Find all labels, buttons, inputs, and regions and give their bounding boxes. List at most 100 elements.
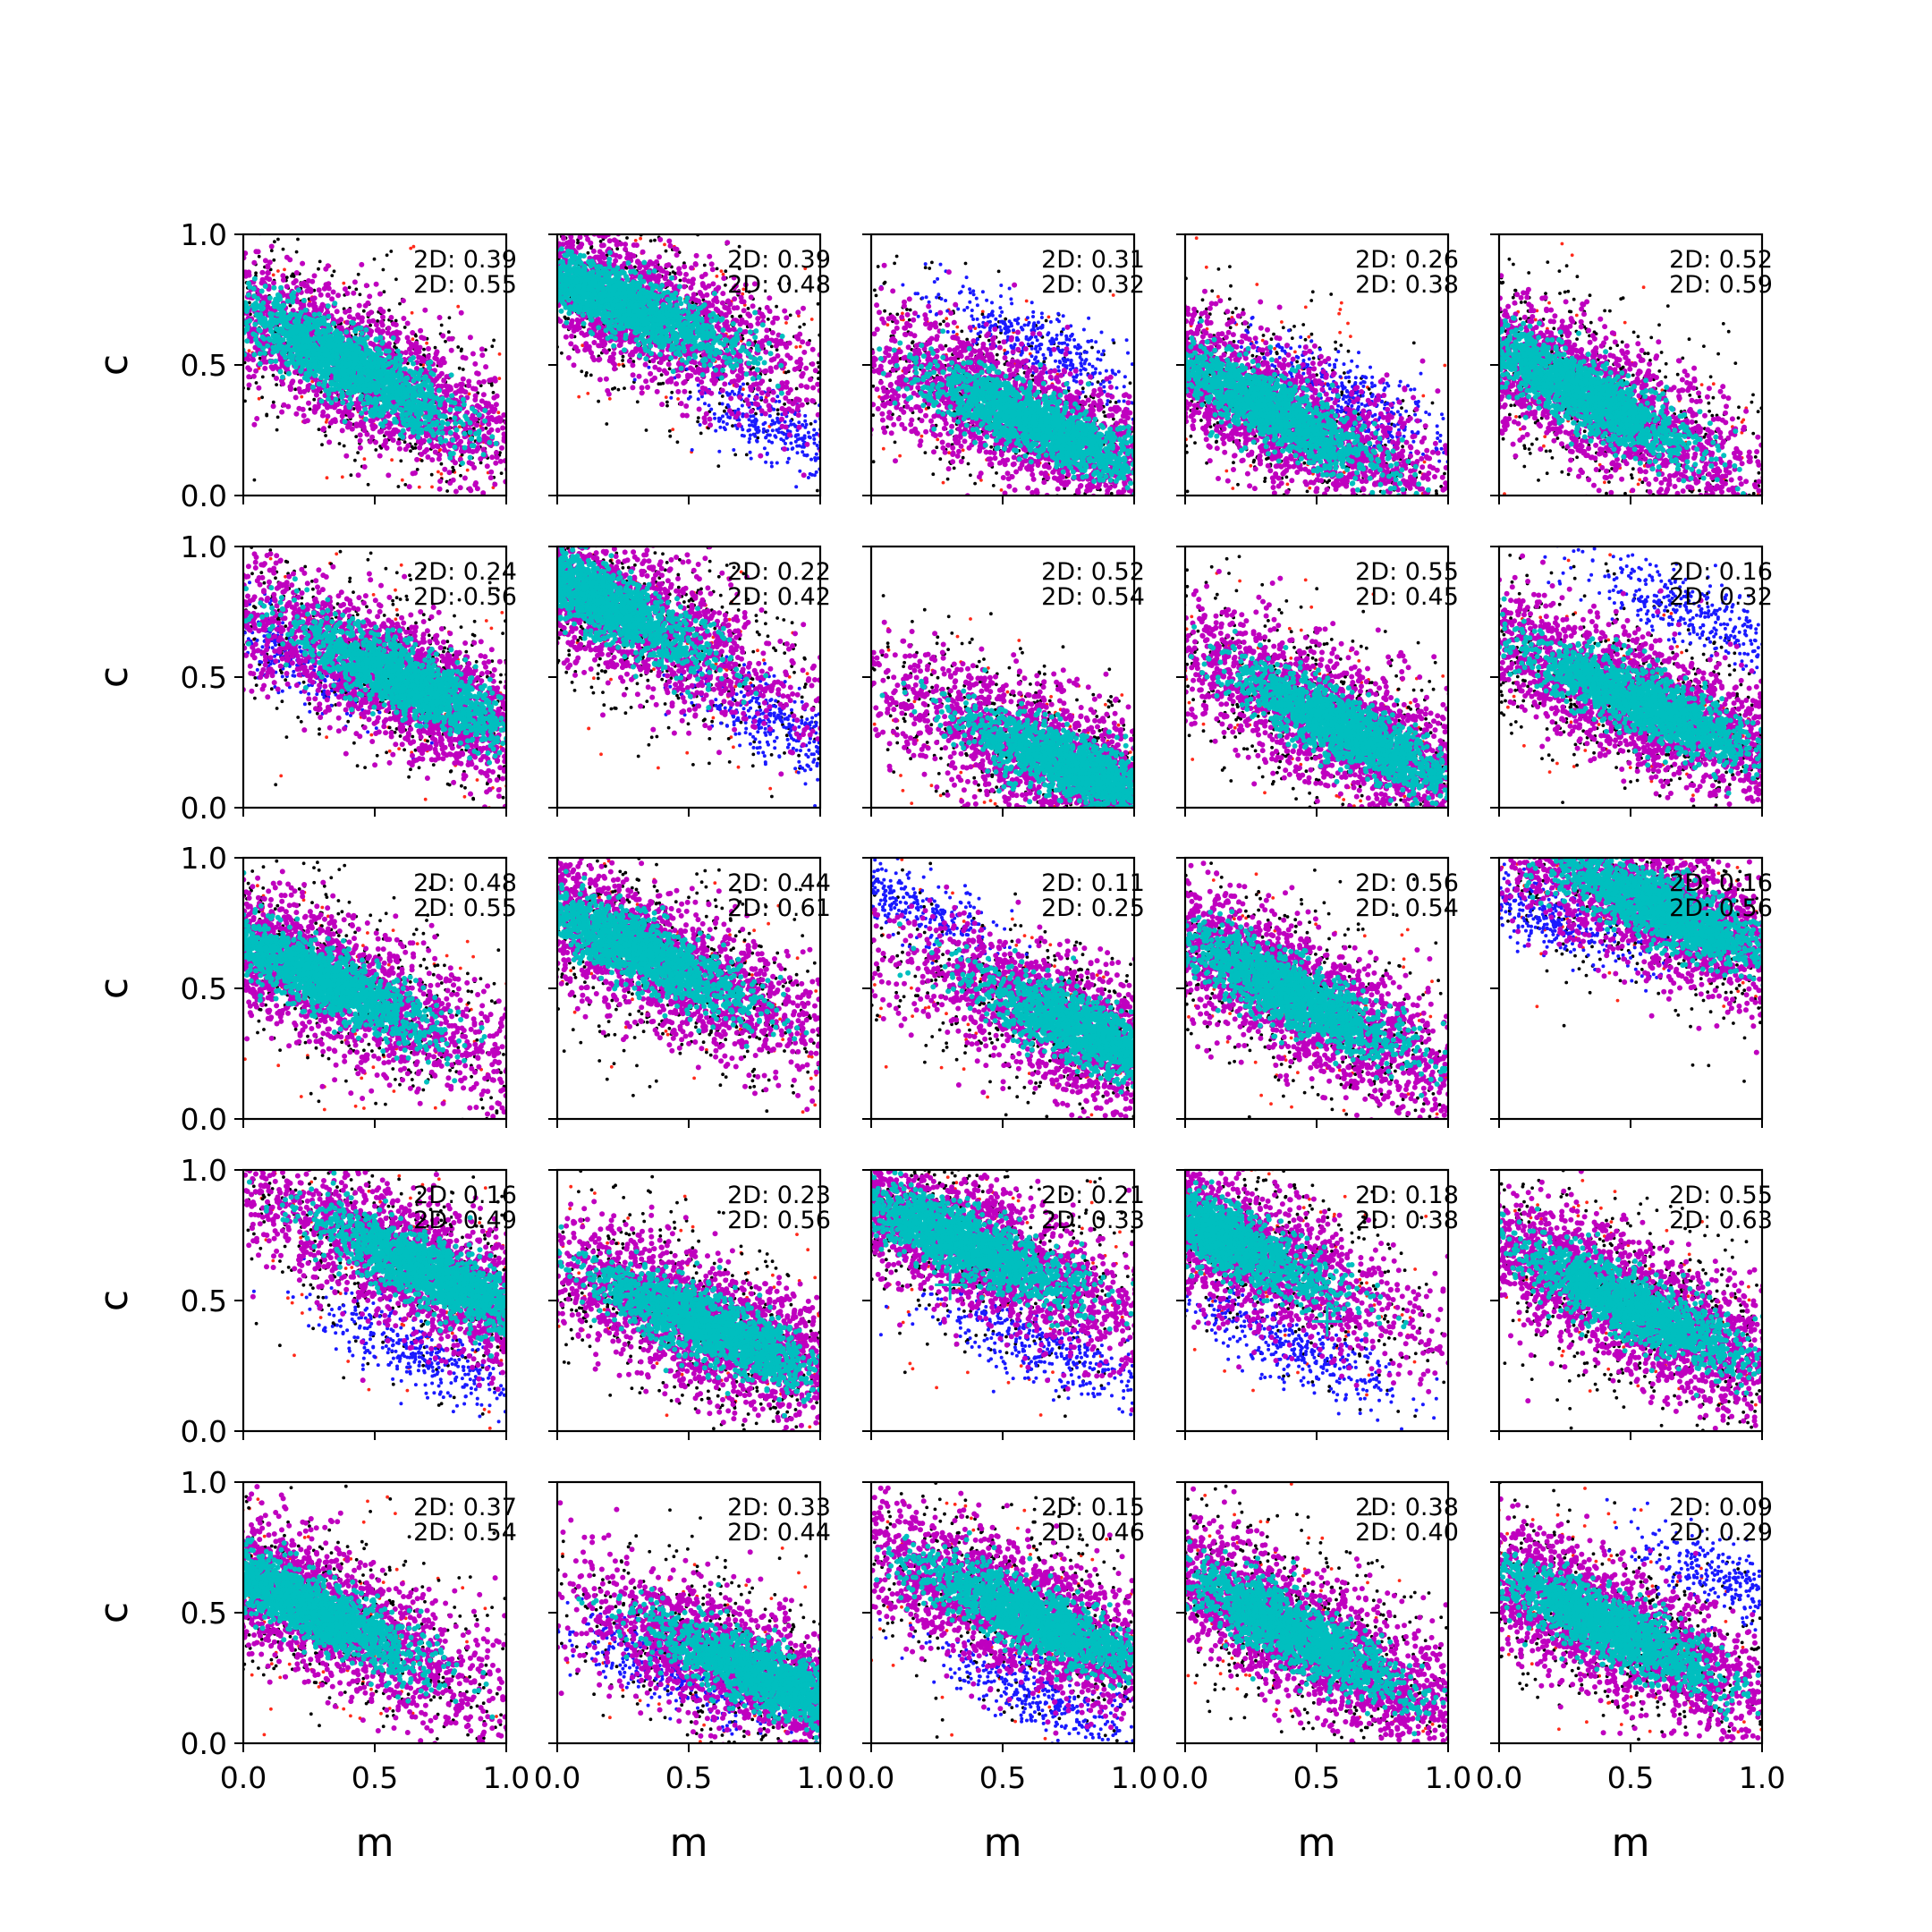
scatter-point [419, 355, 424, 360]
scatter-point [392, 379, 397, 385]
scatter-point [371, 382, 377, 387]
scatter-point [432, 355, 437, 360]
scatter-point [247, 318, 252, 324]
scatter-point [668, 367, 672, 370]
scatter-point [813, 456, 817, 460]
scatter-point [440, 472, 444, 476]
scatter-point [321, 347, 326, 352]
scatter-point [364, 347, 369, 352]
scatter-point [437, 487, 443, 492]
scatter-point [468, 429, 473, 435]
scatter-point [290, 300, 295, 305]
scatter-point [643, 362, 648, 368]
scatter-point [403, 350, 409, 355]
scatter-point [421, 394, 427, 399]
scatter-point [416, 468, 419, 471]
scatter-point [408, 369, 413, 375]
scatter-point [262, 360, 267, 365]
scatter-point [386, 253, 389, 257]
y-tick-label: 0.0 [181, 479, 227, 513]
scatter-point [402, 394, 408, 400]
scatter-point [326, 439, 332, 445]
scatter-point [274, 333, 279, 338]
scatter-point [271, 285, 276, 291]
scatter-point [462, 476, 468, 481]
scatter-point [425, 342, 428, 345]
scatter-point [615, 247, 619, 250]
scatter-point [304, 333, 309, 338]
scatter-point [442, 360, 447, 365]
scatter-point [645, 428, 648, 432]
scatter-point [325, 420, 328, 424]
scatter-point [268, 328, 274, 334]
scatter-point [449, 336, 454, 342]
scatter-point [755, 316, 760, 321]
scatter-point [317, 311, 322, 317]
scatter-point [444, 340, 447, 343]
scatter-point [352, 279, 358, 284]
scatter-point [798, 470, 801, 473]
scatter-point [488, 475, 494, 480]
scatter-point [265, 270, 270, 275]
scatter-point [398, 302, 402, 306]
scatter-point [494, 441, 499, 446]
scatter-point [330, 418, 335, 423]
scatter-point [386, 369, 391, 375]
scatter-point [386, 361, 392, 367]
scatter-point [445, 397, 451, 402]
scatter-point [467, 487, 472, 492]
scatter-point [496, 428, 501, 433]
scatter-point [440, 419, 445, 425]
scatter-point [776, 412, 780, 416]
scatter-point [326, 281, 331, 286]
scatter-point [775, 394, 779, 398]
scatter-point [414, 425, 419, 430]
scatter-point [355, 402, 360, 407]
scatter-point [359, 262, 364, 267]
scatter-point [344, 375, 350, 380]
scatter-point [411, 470, 416, 476]
scatter-point [388, 395, 394, 401]
scatter-point [295, 341, 301, 346]
scatter-point [263, 258, 268, 263]
scatter-point [468, 455, 473, 461]
scatter-point [364, 283, 369, 288]
scatter-point [258, 357, 262, 360]
scatter-point [741, 387, 745, 391]
scatter-point [291, 273, 294, 276]
scatter-point [300, 261, 305, 267]
scatter-point [671, 428, 674, 431]
scatter-point [367, 483, 370, 487]
scatter-point [452, 415, 457, 420]
scatter-point [479, 462, 483, 465]
scatter-point [374, 282, 379, 287]
scatter-point [276, 416, 280, 419]
scatter-point [460, 349, 463, 352]
scatter-point [499, 445, 504, 451]
scatter-point [564, 317, 568, 320]
scatter-point [347, 314, 352, 319]
scatter-point [328, 380, 334, 386]
scatter-point [472, 361, 478, 367]
scatter-point [374, 448, 377, 452]
scatter-point [352, 360, 358, 366]
scatter-point [482, 419, 487, 424]
scatter-point [324, 352, 329, 357]
scatter-point [697, 397, 700, 401]
scatter-point [741, 383, 745, 386]
scatter-point [587, 251, 590, 255]
scatter-point [495, 454, 500, 460]
scatter-point [490, 384, 494, 387]
scatter-point [362, 309, 366, 313]
scatter-point [351, 291, 356, 296]
scatter-point [437, 436, 443, 441]
scatter-point [331, 360, 336, 365]
scatter-point [759, 396, 763, 400]
scatter-point [401, 316, 406, 321]
scatter-point [401, 479, 404, 482]
scatter-point [757, 426, 760, 429]
scatter-point [294, 270, 300, 275]
scatter-point [312, 342, 318, 347]
scatter-point [260, 306, 266, 311]
scatter-point [414, 335, 418, 338]
